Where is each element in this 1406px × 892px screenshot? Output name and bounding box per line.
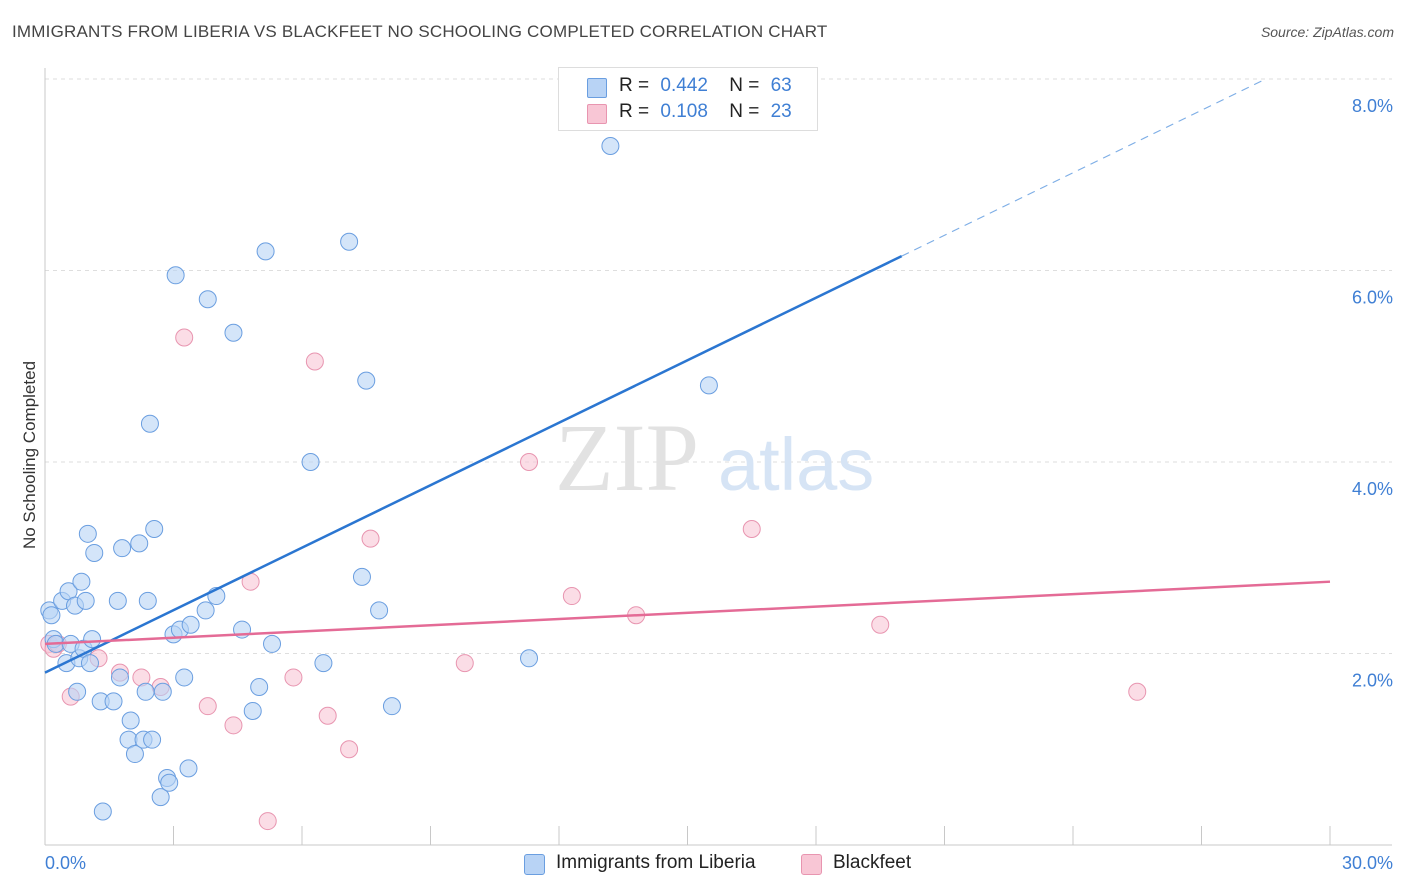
legend-r-label: R =	[619, 75, 650, 96]
legend-swatch-blackfeet	[587, 104, 607, 124]
point-blackfeet	[871, 615, 890, 634]
point-liberia	[110, 668, 129, 687]
point-liberia	[243, 701, 262, 720]
point-liberia	[113, 539, 132, 558]
point-liberia	[143, 730, 162, 749]
y-tick-label: 2.0%	[1352, 671, 1393, 691]
point-liberia	[196, 601, 215, 620]
point-liberia	[181, 615, 200, 634]
y-tick-label: 8.0%	[1352, 96, 1393, 116]
point-liberia	[250, 678, 269, 697]
point-liberia	[151, 788, 170, 807]
bottom-legend-swatch-liberia	[524, 854, 545, 875]
point-blackfeet	[742, 520, 761, 539]
y-tick-label: 4.0%	[1352, 479, 1393, 499]
bottom-legend-label-blackfeet: Blackfeet	[833, 852, 912, 873]
point-liberia	[145, 520, 164, 539]
point-liberia	[256, 242, 275, 261]
point-liberia	[352, 567, 371, 586]
trendlines	[44, 78, 1331, 674]
point-blackfeet	[562, 587, 581, 606]
point-liberia	[68, 682, 87, 701]
legend-n-label: N =	[729, 101, 760, 122]
gridlines	[45, 78, 1392, 654]
point-liberia	[78, 524, 97, 543]
point-liberia	[80, 654, 99, 673]
point-liberia	[198, 290, 217, 309]
point-liberia	[340, 232, 359, 251]
point-blackfeet	[1128, 682, 1147, 701]
source-label: Source: ZipAtlas.com	[1260, 24, 1394, 40]
point-liberia	[108, 591, 127, 610]
legend-swatch-liberia	[587, 78, 607, 98]
trendline-blackfeet	[44, 580, 1331, 646]
point-liberia	[138, 591, 157, 610]
point-blackfeet	[258, 812, 277, 831]
point-liberia	[83, 630, 102, 649]
watermark: ZIP atlas	[555, 404, 874, 511]
chart-title: IMMIGRANTS FROM LIBERIA VS BLACKFEET NO …	[12, 22, 828, 41]
trendline-liberia	[44, 255, 903, 674]
point-liberia	[520, 649, 539, 668]
point-liberia	[224, 323, 243, 342]
point-liberia	[166, 266, 185, 285]
point-blackfeet	[175, 328, 194, 347]
point-blackfeet	[284, 668, 303, 687]
point-blackfeet	[340, 740, 359, 759]
point-liberia	[76, 591, 95, 610]
point-liberia	[153, 682, 172, 701]
point-liberia	[160, 773, 179, 792]
point-liberia	[301, 453, 320, 471]
point-liberia	[263, 634, 282, 653]
legend-n-label: N =	[729, 75, 760, 96]
legend-r-label: R =	[619, 101, 650, 122]
y-axis-label: No Schooling Completed	[20, 361, 39, 549]
axes	[44, 68, 1392, 846]
x-tick-label: 0.0%	[45, 853, 86, 873]
point-liberia	[179, 759, 198, 778]
point-blackfeet	[198, 697, 217, 716]
point-liberia	[314, 654, 333, 673]
watermark-atlas: atlas	[718, 423, 874, 506]
point-liberia	[136, 682, 155, 701]
point-liberia	[699, 376, 718, 395]
legend-r-value: 0.108	[660, 101, 708, 122]
legend-n-value: 23	[770, 101, 792, 122]
legend-r-value: 0.442	[660, 75, 708, 96]
point-liberia	[382, 697, 401, 716]
bottom-legend-label-liberia: Immigrants from Liberia	[556, 852, 756, 873]
point-blackfeet	[361, 529, 380, 548]
point-liberia	[93, 802, 112, 821]
point-liberia	[357, 371, 376, 390]
correlation-legend: R = 0.442 N = 63 R = 0.108 N = 23	[558, 67, 818, 131]
point-liberia	[175, 668, 194, 687]
series-liberia-points	[40, 137, 718, 821]
point-liberia	[85, 543, 104, 562]
point-blackfeet	[520, 453, 539, 471]
point-liberia	[72, 572, 91, 591]
trendline-liberia-extension	[901, 78, 1267, 257]
point-blackfeet	[318, 706, 337, 725]
point-liberia	[140, 414, 159, 433]
watermark-zip: ZIP	[555, 404, 699, 511]
point-blackfeet	[224, 716, 243, 735]
tick-labels: 2.0% 4.0% 6.0% 8.0% 0.0% 30.0%	[45, 96, 1393, 873]
legend-n-value: 63	[770, 75, 792, 96]
point-liberia	[121, 711, 140, 730]
x-tick-label: 30.0%	[1342, 853, 1393, 873]
point-blackfeet	[455, 654, 474, 673]
point-liberia	[42, 606, 61, 625]
point-liberia	[104, 692, 123, 711]
point-liberia	[370, 601, 389, 620]
y-tick-label: 6.0%	[1352, 288, 1393, 308]
point-blackfeet	[305, 352, 324, 371]
point-liberia	[130, 534, 149, 553]
point-liberia	[601, 137, 620, 156]
point-liberia	[125, 745, 144, 764]
bottom-legend-swatch-blackfeet	[801, 854, 822, 875]
